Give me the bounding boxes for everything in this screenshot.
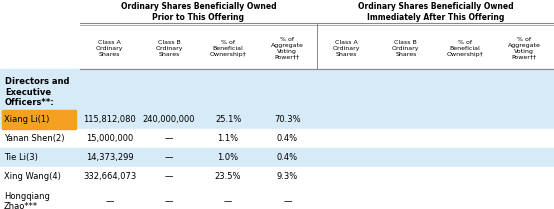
Text: 0.4%: 0.4% [277, 153, 298, 162]
Text: 115,812,080: 115,812,080 [83, 115, 136, 124]
Text: 9.3%: 9.3% [277, 172, 298, 181]
Text: 23.5%: 23.5% [215, 172, 242, 181]
Text: Xing Wang(4): Xing Wang(4) [4, 172, 61, 181]
Bar [0, 0, 554, 69]
Text: Tie Li(3): Tie Li(3) [4, 153, 38, 162]
Text: 1.0%: 1.0% [218, 153, 239, 162]
Text: Yanan Shen(2): Yanan Shen(2) [4, 134, 64, 143]
Text: —: — [165, 153, 173, 162]
Bar [0, 148, 554, 167]
Bar [0, 186, 554, 209]
Text: Class B
Ordinary
Shares: Class B Ordinary Shares [392, 40, 419, 57]
Text: 14,373,299: 14,373,299 [86, 153, 134, 162]
Bar [0, 69, 554, 111]
Text: Ordinary Shares Beneficially Owned
Prior to This Offering: Ordinary Shares Beneficially Owned Prior… [121, 2, 276, 22]
Bar [2, 111, 76, 129]
Text: Class A
Ordinary
Shares: Class A Ordinary Shares [333, 40, 360, 57]
Text: —: — [105, 197, 114, 206]
Text: Class B
Ordinary
Shares: Class B Ordinary Shares [155, 40, 183, 57]
Text: % of
Beneficial
Ownership†: % of Beneficial Ownership† [447, 40, 484, 57]
Text: Hongqiang
Zhao***: Hongqiang Zhao*** [4, 192, 50, 209]
Text: 1.1%: 1.1% [218, 134, 239, 143]
Bar [0, 167, 554, 186]
Text: % of
Beneficial
Ownership†: % of Beneficial Ownership† [210, 40, 247, 57]
Text: —: — [165, 197, 173, 206]
Bar [0, 111, 554, 129]
Text: —: — [165, 172, 173, 181]
Text: Class A
Ordinary
Shares: Class A Ordinary Shares [96, 40, 124, 57]
Text: 25.1%: 25.1% [215, 115, 242, 124]
Text: —: — [283, 197, 291, 206]
Text: 240,000,000: 240,000,000 [142, 115, 195, 124]
Text: Xiang Li(1): Xiang Li(1) [4, 115, 49, 124]
Text: % of
Aggregate
Voting
Power††: % of Aggregate Voting Power†† [508, 37, 541, 60]
Text: 70.3%: 70.3% [274, 115, 301, 124]
Text: Ordinary Shares Beneficially Owned
Immediately After This Offering: Ordinary Shares Beneficially Owned Immed… [358, 2, 514, 22]
Text: 15,000,000: 15,000,000 [86, 134, 134, 143]
Text: 332,664,073: 332,664,073 [83, 172, 136, 181]
Text: —: — [224, 197, 232, 206]
Text: 0.4%: 0.4% [277, 134, 298, 143]
Bar [0, 129, 554, 148]
Text: —: — [165, 134, 173, 143]
Text: % of
Aggregate
Voting
Power††: % of Aggregate Voting Power†† [271, 37, 304, 60]
Text: Directors and
Executive
Officers**:: Directors and Executive Officers**: [5, 78, 69, 107]
